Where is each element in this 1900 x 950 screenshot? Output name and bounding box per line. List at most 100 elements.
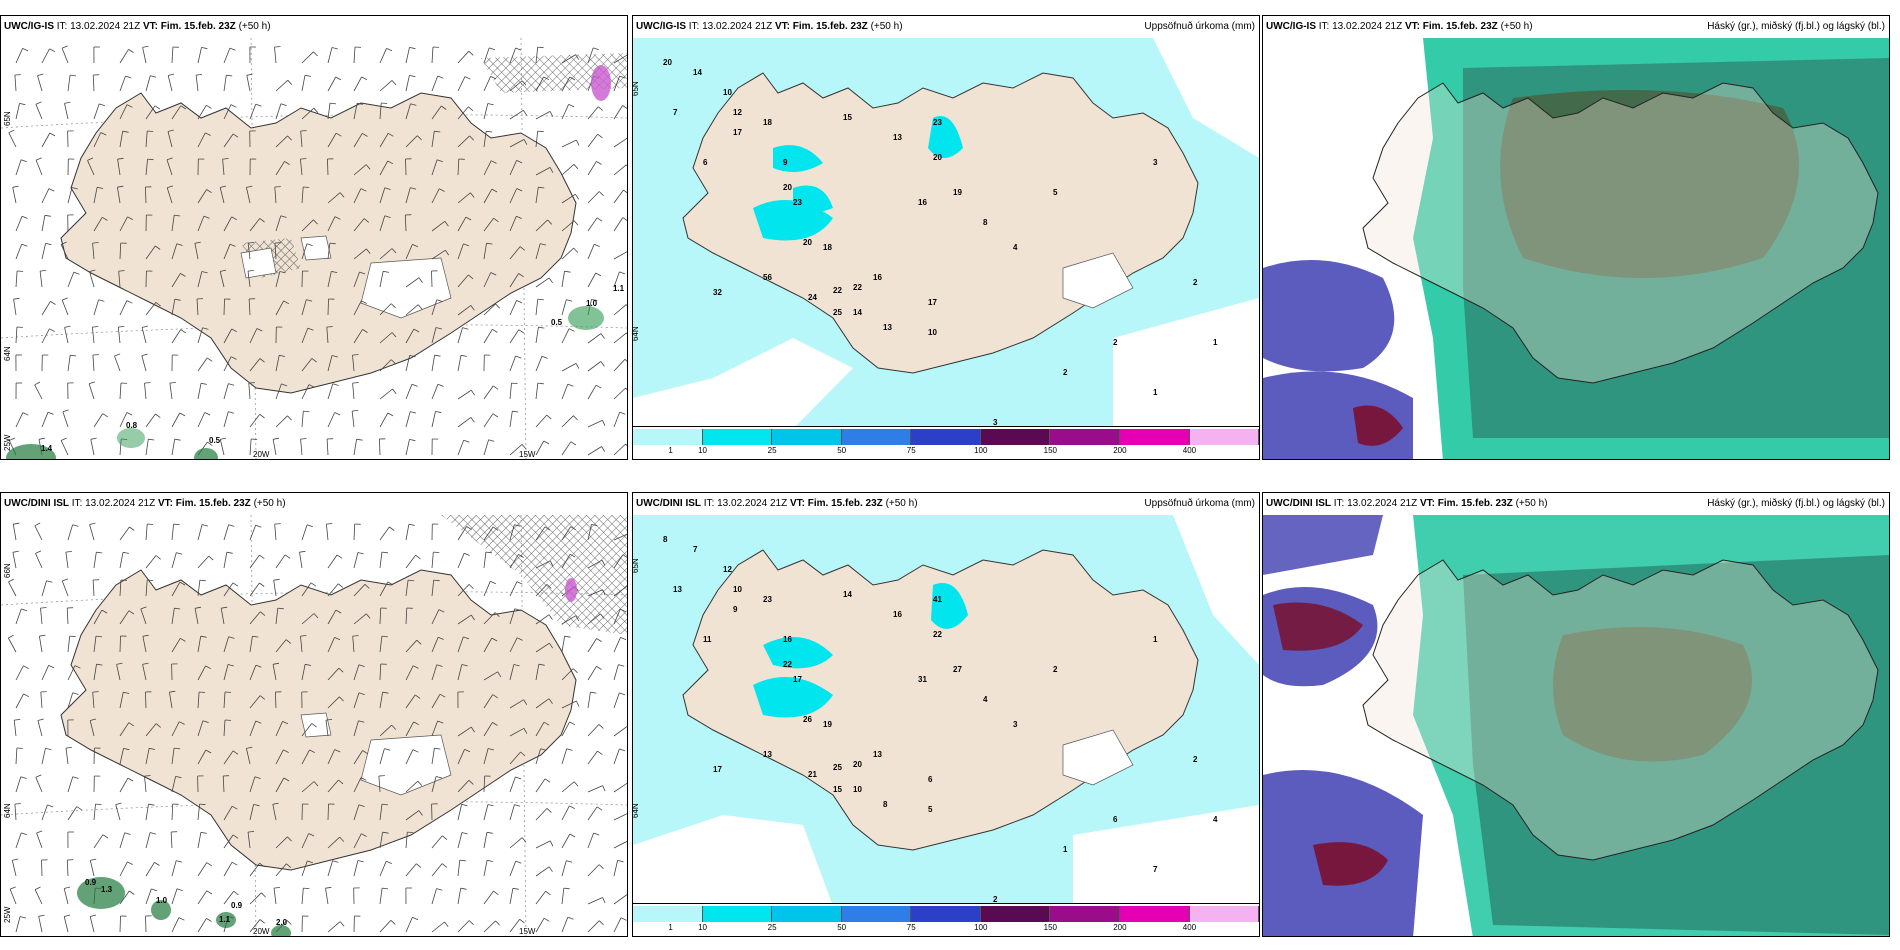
wind-barb-flag — [493, 217, 499, 223]
wind-barb-flag — [339, 696, 344, 702]
wind-barb — [483, 860, 488, 877]
precip-value: 21 — [808, 770, 817, 779]
wind-barb — [353, 271, 360, 288]
wind-barb — [509, 383, 512, 400]
wind-barb — [327, 637, 335, 653]
wind-barb-flag — [21, 608, 28, 612]
wind-barb — [301, 888, 304, 905]
wind-barb-flag — [461, 804, 468, 807]
wind-barb-flag — [308, 384, 315, 388]
wind-map — [1, 38, 627, 459]
wind-barb — [67, 75, 71, 92]
wind-barb — [509, 837, 523, 849]
lat-label: 64N — [632, 803, 640, 818]
wind-barb — [249, 611, 261, 625]
wind-barb — [327, 667, 340, 681]
wind-barb-flag — [492, 722, 498, 726]
wind-barb-flag — [418, 810, 423, 816]
wind-barb-flag — [284, 554, 291, 559]
wind-barb — [431, 159, 438, 176]
wind-barb — [483, 804, 489, 821]
wind-barb — [246, 748, 251, 765]
wind-barb — [275, 777, 285, 793]
wind-barb — [197, 720, 204, 737]
wind-barb-flag — [391, 332, 397, 338]
wind-barb-flag — [381, 551, 388, 554]
wind-barb — [509, 888, 514, 905]
wind-barb — [535, 748, 541, 765]
wind-barb — [41, 328, 50, 344]
wind-barb — [613, 304, 627, 316]
value-label: 1.3 — [101, 885, 113, 894]
wind-barb-flag — [487, 804, 494, 807]
wind-barb-flag — [470, 726, 475, 733]
wind-barb-flag — [102, 413, 109, 418]
wind-barb — [197, 189, 207, 204]
wind-barb — [67, 187, 73, 204]
wind-barb — [15, 412, 24, 428]
wind-barb — [483, 920, 496, 933]
wind-barb — [118, 271, 121, 288]
wind-barb-flag — [470, 417, 475, 423]
wind-barb — [248, 298, 251, 316]
wind-barb-flag — [623, 189, 627, 194]
precip-value: 13 — [673, 585, 682, 594]
wind-barb-flag — [95, 635, 103, 638]
wind-barb-flag — [622, 105, 627, 109]
wind-barb-flag — [435, 411, 442, 414]
wind-barb-flag — [72, 524, 79, 527]
wind-barb — [13, 720, 17, 737]
precip-value: 3 — [993, 418, 998, 427]
wind-barb-flag — [338, 667, 344, 673]
precip-value: 41 — [933, 595, 942, 604]
wind-barb-flag — [88, 381, 96, 385]
wind-barb-flag — [361, 300, 367, 304]
colorbar-segment — [1050, 906, 1120, 922]
wind-barb-flag — [149, 832, 157, 835]
precip-value: 25 — [833, 763, 842, 772]
wind-barb-flag — [549, 560, 554, 567]
wind-barb — [587, 750, 598, 765]
wind-barb — [119, 412, 128, 428]
wind-barb-flag — [255, 524, 262, 528]
wind-barb — [223, 75, 227, 92]
colorbar-label: 25 — [767, 923, 777, 932]
wind-barb — [353, 692, 360, 709]
panel-header: UWC/IG-IS IT: 13.02.2024 21Z VT: Fim. 15… — [633, 16, 1259, 38]
wind-barb-flag — [12, 858, 19, 861]
wind-barb-flag — [306, 243, 313, 246]
wind-barb-flag — [35, 101, 42, 105]
wind-barb — [87, 160, 95, 176]
wind-barb — [457, 158, 460, 176]
wind-barb-flag — [573, 164, 579, 170]
wind-barb-flag — [176, 860, 183, 863]
wind-barb — [65, 552, 69, 569]
wind-barb — [41, 665, 49, 681]
wind-barb — [483, 748, 489, 765]
wind-barb — [379, 663, 382, 681]
wind-barb-flag — [222, 158, 229, 160]
precip-value: 17 — [928, 298, 937, 307]
precip-value: 1 — [1153, 388, 1158, 397]
wind-barb — [509, 664, 515, 681]
wind-barb-flag — [435, 776, 443, 779]
wind-barb — [561, 888, 565, 905]
wind-barb — [457, 192, 471, 204]
wind-barb-flag — [485, 551, 492, 554]
wind-barb-flag — [442, 835, 448, 840]
wind-barb — [509, 637, 518, 653]
wind-barb — [171, 860, 177, 877]
wind-barb — [353, 164, 367, 176]
colorbar-segment — [980, 906, 1051, 922]
wind-barb — [613, 164, 627, 176]
wind-barb-flag — [255, 664, 262, 668]
wind-barb — [509, 246, 521, 260]
precip-value: 5 — [1053, 188, 1058, 197]
wind-barb — [327, 583, 339, 597]
wind-barb — [431, 270, 433, 288]
colorbar-segment — [772, 906, 842, 922]
wind-barb-flag — [538, 326, 545, 329]
wind-barb — [117, 159, 121, 176]
wind-barb — [119, 579, 122, 597]
precip-value: 1 — [1213, 338, 1218, 347]
